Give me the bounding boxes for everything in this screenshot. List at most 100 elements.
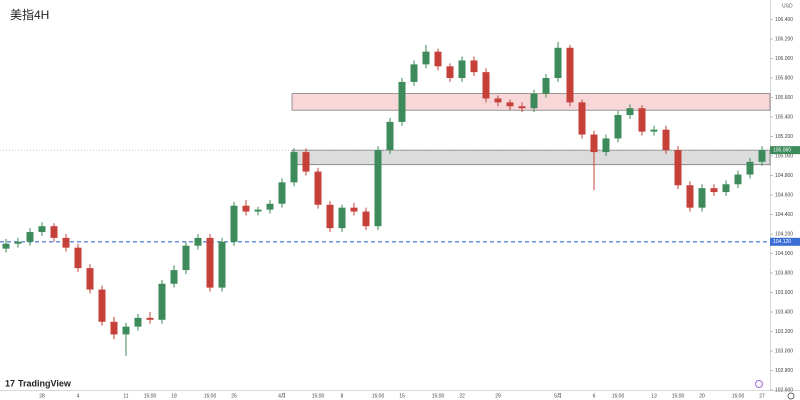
candle-body: [302, 152, 310, 172]
candle-body: [338, 207, 346, 229]
x-tick-label: 25: [231, 393, 237, 399]
candle-body: [194, 237, 202, 246]
candle-body: [122, 326, 130, 335]
candle-body: [254, 209, 262, 212]
y-tick-label: 104.000: [775, 251, 793, 257]
candle-body: [686, 185, 694, 208]
candle-body: [278, 182, 286, 204]
candle-body: [62, 237, 70, 248]
candle-body: [698, 188, 706, 208]
candle-body: [722, 184, 730, 193]
candle-body: [290, 152, 298, 183]
y-tick-label: 105.200: [775, 134, 793, 140]
y-tick-label: 104.600: [775, 192, 793, 198]
candle-body: [422, 51, 430, 65]
logo-mark: 17: [5, 378, 15, 388]
candle-body: [134, 317, 142, 327]
x-tick-label: 11: [123, 393, 128, 399]
y-tick-label: 105.600: [775, 95, 793, 101]
candle-body: [554, 47, 562, 78]
axis-settings[interactable]: [787, 392, 795, 400]
candle-body: [146, 317, 154, 320]
level-label: 104.120: [773, 239, 791, 245]
level-tag: [770, 237, 800, 246]
x-tick-label: 4月: [278, 393, 286, 399]
candle-body: [218, 241, 226, 288]
candle-body: [758, 150, 766, 162]
candle-body: [158, 283, 166, 320]
x-tick-label: 18: [171, 393, 177, 399]
x-tick-label: 6: [593, 393, 596, 399]
y-tick-label: 103.400: [775, 309, 793, 315]
y-tick-label: 103.000: [775, 348, 793, 354]
y-tick-label: 102.600: [775, 387, 793, 393]
candle-body: [410, 64, 418, 82]
candle-body: [2, 243, 10, 249]
candle-body: [530, 93, 538, 109]
candle-body: [266, 203, 274, 210]
candle-body: [110, 321, 118, 335]
candle-body: [470, 60, 478, 73]
candle-body: [518, 106, 526, 109]
y-tick-label: 105.800: [775, 75, 793, 81]
candle-body: [26, 232, 34, 242]
x-tick-label: 8: [341, 393, 344, 399]
y-tick-label: 106.200: [775, 36, 793, 42]
settings-icon[interactable]: [755, 380, 763, 388]
candle-body: [626, 108, 634, 116]
candle-body: [314, 171, 322, 205]
y-tick-label: 103.200: [775, 329, 793, 335]
candle-body: [362, 211, 370, 227]
candle-body: [398, 81, 406, 122]
candle-body: [434, 51, 442, 67]
candle-body: [182, 245, 190, 271]
x-tick-label: 13: [651, 393, 657, 399]
x-tick-label: 4: [77, 393, 80, 399]
candle-body: [38, 226, 46, 233]
candle-body: [350, 207, 358, 212]
candle-body: [614, 115, 622, 139]
x-tick-label: 5月: [554, 393, 562, 399]
y-tick-label: 102.800: [775, 368, 793, 374]
x-tick-label: 15:00: [204, 393, 217, 399]
y-tick-label: 106.000: [775, 56, 793, 62]
y-tick-label: 104.200: [775, 231, 793, 237]
y-tick-label: 103.600: [775, 290, 793, 296]
watermark: TradingView: [18, 378, 72, 388]
last-price-label: 105.060: [773, 147, 791, 153]
x-tick-label: 15:00: [612, 393, 625, 399]
x-tick-label: 22: [459, 393, 465, 399]
y-tick-label: 106.400: [775, 17, 793, 23]
candle-body: [98, 289, 106, 322]
candle-body: [650, 129, 658, 132]
candle-body: [746, 161, 754, 175]
y-tick-label: 103.800: [775, 270, 793, 276]
candle-body: [710, 188, 718, 193]
candle-body: [662, 129, 670, 151]
candle-body: [86, 268, 94, 290]
y-tick-label: 105.000: [775, 153, 793, 159]
candle-body: [14, 241, 22, 244]
candle-body: [734, 174, 742, 185]
x-tick-label: 27: [759, 393, 765, 399]
candle-body: [170, 270, 178, 284]
candle-body: [494, 98, 502, 103]
zone: [291, 149, 771, 166]
candle-body: [674, 150, 682, 186]
candle-body: [638, 108, 646, 132]
candle-body: [506, 102, 514, 107]
candle-body: [458, 60, 466, 78]
candle-body: [482, 72, 490, 99]
x-tick-label: 15:00: [144, 393, 157, 399]
candle-body: [74, 247, 82, 269]
x-tick-label: 15:00: [312, 393, 325, 399]
candle-body: [50, 226, 58, 238]
x-tick-label: 15:00: [372, 393, 385, 399]
currency-label: USD: [782, 3, 793, 9]
candle-body: [602, 138, 610, 153]
candle-body: [542, 78, 550, 94]
x-tick-label: 29: [495, 393, 501, 399]
x-tick-label: 15:00: [432, 393, 445, 399]
x-tick-label: 15:00: [672, 393, 685, 399]
